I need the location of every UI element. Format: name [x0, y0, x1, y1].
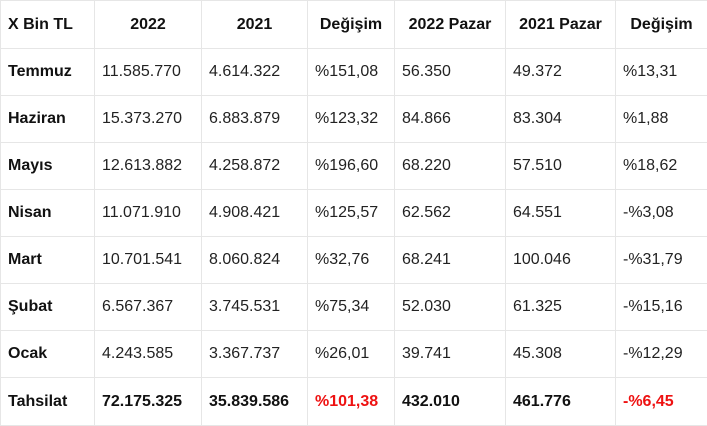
cell-2021: 3.745.531	[201, 283, 308, 331]
table-footer: Tahsilat 72.175.325 35.839.586 %101,38 4…	[0, 377, 707, 426]
total-2022: 72.175.325	[94, 377, 202, 426]
row-label: Mart	[0, 236, 95, 284]
header-cell-change: Değişim	[307, 0, 395, 49]
cell-2022-market: 52.030	[394, 283, 506, 331]
cell-change: %196,60	[307, 142, 395, 190]
cell-market-change: -%3,08	[615, 189, 707, 237]
cell-2021-market: 49.372	[505, 48, 616, 96]
cell-2022: 11.071.910	[94, 189, 202, 237]
header-cell-2021-market: 2021 Pazar	[505, 0, 616, 49]
row-label: Ocak	[0, 330, 95, 378]
cell-2021: 6.883.879	[201, 95, 308, 143]
cell-change: %26,01	[307, 330, 395, 378]
table-row: Haziran 15.373.270 6.883.879 %123,32 84.866 8…	[0, 95, 707, 143]
cell-2022: 11.585.770	[94, 48, 202, 96]
cell-market-change: -%15,16	[615, 283, 707, 331]
cell-2021-market: 57.510	[505, 142, 616, 190]
row-label: Nisan	[0, 189, 95, 237]
row-label: Şubat	[0, 283, 95, 331]
total-row: Tahsilat 72.175.325 35.839.586 %101,38 4…	[0, 377, 707, 426]
cell-2022: 12.613.882	[94, 142, 202, 190]
table-row: Mart 10.701.541 8.060.824 %32,76 68.241 100.0…	[0, 236, 707, 284]
row-label: Haziran	[0, 95, 95, 143]
cell-market-change: %18,62	[615, 142, 707, 190]
row-label: Mayıs	[0, 142, 95, 190]
cell-2022-market: 62.562	[394, 189, 506, 237]
header-row: X Bin TL 2022 2021 Değişim 2022 Pazar 20…	[0, 0, 707, 49]
cell-2021: 4.258.872	[201, 142, 308, 190]
cell-change: %123,32	[307, 95, 395, 143]
header-cell-2022-market: 2022 Pazar	[394, 0, 506, 49]
table-row: Ocak 4.243.585 3.367.737 %26,01 39.741 45.308…	[0, 330, 707, 378]
header-cell-2021: 2021	[201, 0, 308, 49]
cell-2021-market: 83.304	[505, 95, 616, 143]
header-cell-2022: 2022	[94, 0, 202, 49]
total-2022-market: 432.010	[394, 377, 506, 426]
cell-2022-market: 84.866	[394, 95, 506, 143]
cell-2021: 4.908.421	[201, 189, 308, 237]
cell-2021-market: 61.325	[505, 283, 616, 331]
cell-2022: 4.243.585	[94, 330, 202, 378]
cell-change: %125,57	[307, 189, 395, 237]
cell-2022-market: 39.741	[394, 330, 506, 378]
cell-2022-market: 68.220	[394, 142, 506, 190]
cell-2022: 6.567.367	[94, 283, 202, 331]
cell-2021-market: 100.046	[505, 236, 616, 284]
total-change: %101,38	[307, 377, 395, 426]
total-2021: 35.839.586	[201, 377, 308, 426]
cell-market-change: -%31,79	[615, 236, 707, 284]
cell-2022: 15.373.270	[94, 95, 202, 143]
total-market-change: -%6,45	[615, 377, 707, 426]
table-row: Mayıs 12.613.882 4.258.872 %196,60 68.220 57.…	[0, 142, 707, 190]
cell-2021-market: 64.551	[505, 189, 616, 237]
cell-market-change: %1,88	[615, 95, 707, 143]
cell-2022-market: 68.241	[394, 236, 506, 284]
total-2021-market: 461.776	[505, 377, 616, 426]
table-row: Şubat 6.567.367 3.745.531 %75,34 52.030 61.32…	[0, 283, 707, 331]
table-header: X Bin TL 2022 2021 Değişim 2022 Pazar 20…	[0, 0, 707, 49]
cell-change: %151,08	[307, 48, 395, 96]
total-label: Tahsilat	[0, 377, 95, 426]
cell-change: %32,76	[307, 236, 395, 284]
header-cell-market-change: Değişim	[615, 0, 707, 49]
cell-2021: 4.614.322	[201, 48, 308, 96]
cell-market-change: %13,31	[615, 48, 707, 96]
cell-2022: 10.701.541	[94, 236, 202, 284]
row-label: Temmuz	[0, 48, 95, 96]
cell-market-change: -%12,29	[615, 330, 707, 378]
table-row: Temmuz 11.585.770 4.614.322 %151,08 56.350 49…	[0, 48, 707, 96]
cell-2021: 3.367.737	[201, 330, 308, 378]
header-cell-label: X Bin TL	[0, 0, 95, 49]
cell-2021-market: 45.308	[505, 330, 616, 378]
table-row: Nisan 11.071.910 4.908.421 %125,57 62.562 64.…	[0, 189, 707, 237]
cell-change: %75,34	[307, 283, 395, 331]
cell-2021: 8.060.824	[201, 236, 308, 284]
cell-2022-market: 56.350	[394, 48, 506, 96]
table-body: Temmuz 11.585.770 4.614.322 %151,08 56.350 49…	[0, 48, 707, 378]
